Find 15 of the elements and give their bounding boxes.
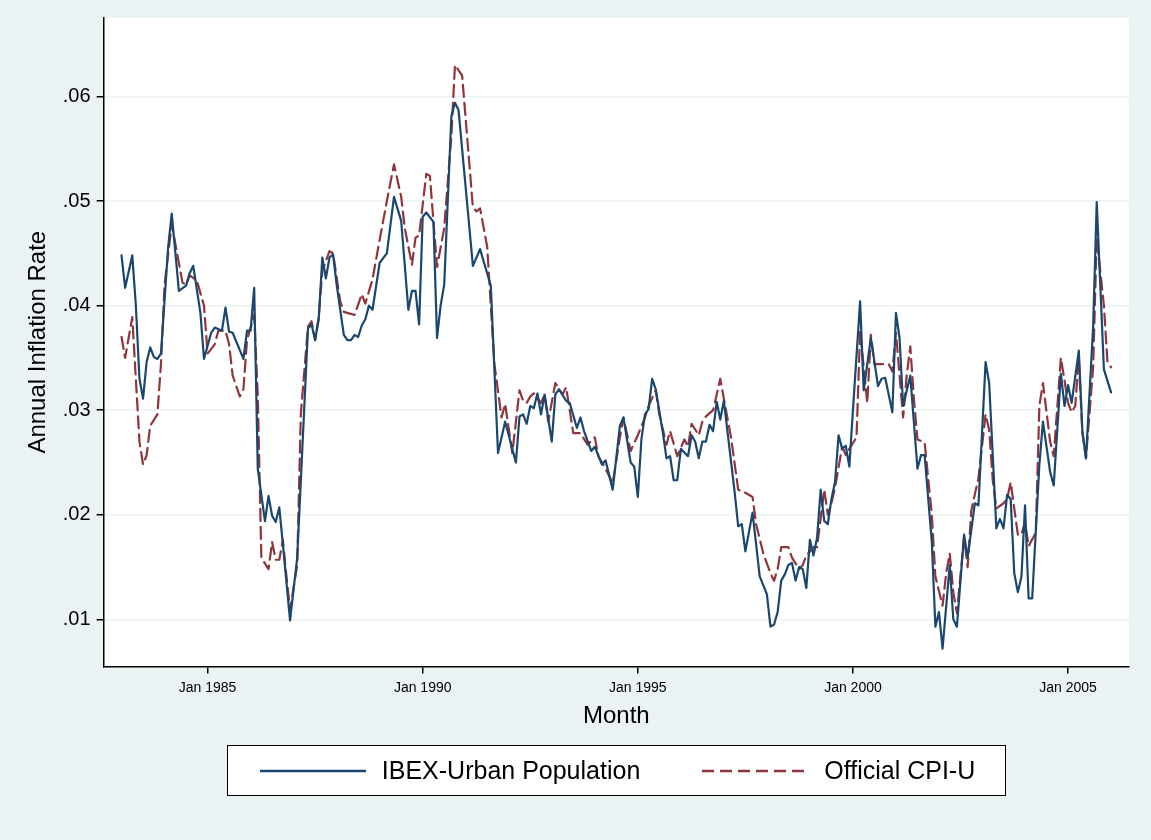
legend-label: IBEX-Urban Population xyxy=(381,756,641,785)
y-tick-label: .06 xyxy=(62,83,91,106)
x-tick-label: Jan 2000 xyxy=(824,678,882,695)
x-tick-label: Jan 1990 xyxy=(393,678,452,695)
y-tick-label: .01 xyxy=(62,606,91,629)
x-tick-label: Jan 1985 xyxy=(178,678,237,695)
y-tick-label: .05 xyxy=(62,188,91,211)
x-axis-title: Month xyxy=(582,701,650,729)
y-tick-label: .02 xyxy=(62,502,91,525)
y-tick-label: .03 xyxy=(62,397,91,420)
x-tick-label: Jan 1995 xyxy=(609,678,667,695)
y-tick-label: .04 xyxy=(62,293,91,316)
legend-label: Official CPI-U xyxy=(824,756,976,785)
x-tick-label: Jan 2005 xyxy=(1039,678,1098,695)
y-axis-title: Annual Inflation Rate xyxy=(23,230,51,454)
